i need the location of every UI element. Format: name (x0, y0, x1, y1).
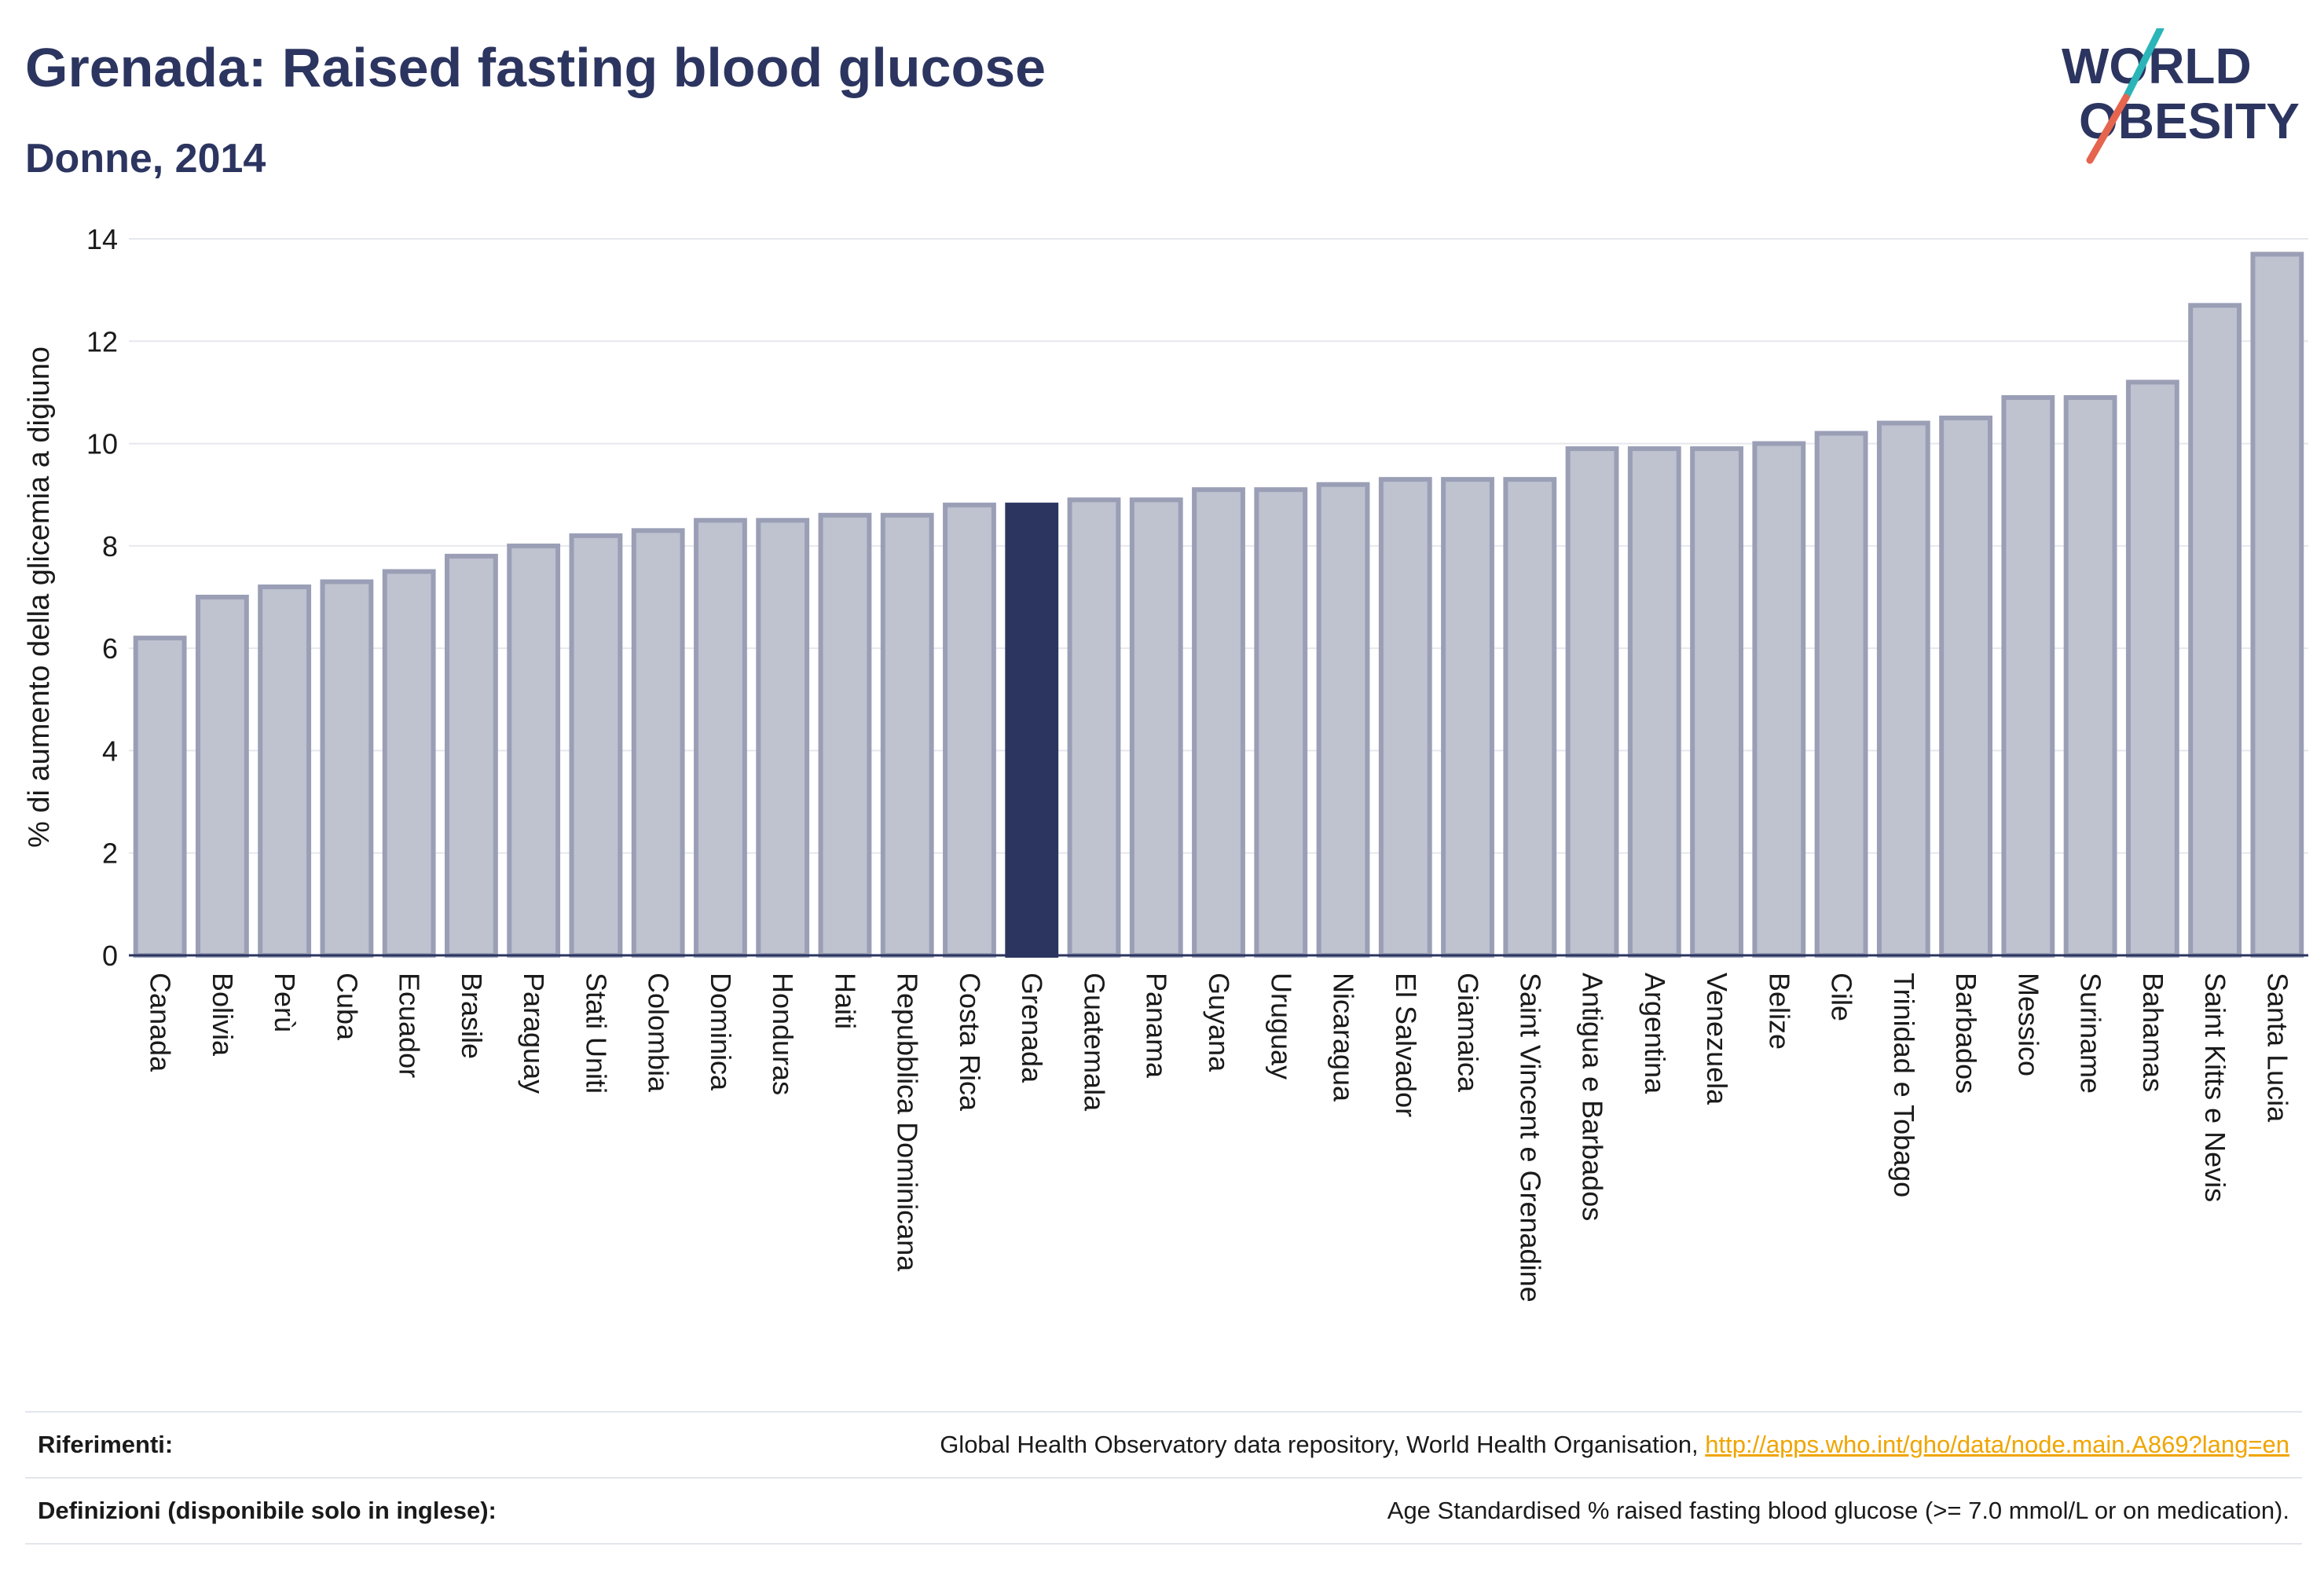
bar-barbados (1939, 416, 1992, 958)
x-tick-label: Uruguay (1265, 973, 1297, 1079)
bar-paraguay (507, 543, 561, 958)
x-tick-label: Giamaica (1452, 973, 1484, 1093)
x-tick-label: Trinidad e Tobago (1888, 973, 1920, 1197)
y-tick-labels: 0 2 4 6 8 10 12 14 (86, 223, 118, 972)
x-tick-label: Honduras (767, 973, 799, 1095)
x-tick-label: Antigua e Barbados (1577, 973, 1609, 1221)
bar-dominica (694, 518, 747, 958)
bar-guatemala (1067, 497, 1121, 958)
y-tick-label: 4 (102, 735, 118, 767)
x-tick-label: Panama (1141, 973, 1173, 1079)
bar-stati-uniti (569, 533, 623, 958)
x-tick-label: Guyana (1203, 973, 1235, 1072)
y-tick-label: 10 (86, 428, 118, 460)
x-tick-label: Perù (269, 973, 301, 1032)
references-label: Riferimenti: (38, 1431, 174, 1458)
bar-chart: 0 2 4 6 8 10 12 14 Canada Bolivia Perù Cuba Ecuador… (23, 223, 2308, 1303)
bar-colombia (631, 528, 685, 958)
x-tick-label: Suriname (2075, 973, 2107, 1094)
bar-saint-kitts-e-nevis (2188, 302, 2242, 958)
x-tick-label: Haiti (829, 973, 861, 1029)
y-axis-label: % di aumento della glicemia a digiuno (23, 346, 56, 848)
bar-haiti (818, 512, 872, 958)
bar-cile (1814, 431, 1868, 958)
definitions-value: Age Standardised % raised fasting blood … (1387, 1497, 2289, 1524)
references-link[interactable]: http://apps.who.int/gho/data/node.main.A… (1705, 1431, 2289, 1458)
x-tick-label: Canada (145, 973, 177, 1072)
definitions-label: Definizioni (disponibile solo in inglese… (38, 1497, 497, 1524)
bars (133, 251, 2304, 958)
bar-nicaragua (1316, 482, 1370, 958)
x-tick-label: Bahamas (2137, 973, 2169, 1092)
references-text: Global Health Observatory data repositor… (940, 1431, 1706, 1458)
page-title: Grenada: Raised fasting blood glucose (25, 37, 1047, 98)
y-tick-label: 0 (102, 940, 118, 972)
bar-antigua-e-barbados (1565, 446, 1619, 958)
x-tick-label: Messico (2012, 973, 2044, 1076)
x-tick-label: Colombia (643, 973, 675, 1093)
bar-trinidad-e-tobago (1876, 420, 1930, 958)
x-tick-label: Nicaragua (1328, 973, 1360, 1102)
x-tick-label: Brasile (456, 973, 488, 1059)
y-tick-label: 12 (86, 325, 118, 357)
x-tick-label: Belize (1763, 973, 1795, 1050)
x-tick-label: El Salvador (1390, 973, 1422, 1117)
y-tick-label: 2 (102, 837, 118, 870)
bar-guyana (1192, 487, 1245, 958)
x-tick-label: Costa Rica (954, 973, 986, 1112)
bar-uruguay (1254, 487, 1308, 958)
x-tick-label: Saint Kitts e Nevis (2199, 973, 2231, 1202)
bar-bahamas (2125, 379, 2179, 958)
definitions-row: Definizioni (disponibile solo in inglese… (25, 1477, 2302, 1545)
x-tick-label: Saint Vincent e Grenadine (1514, 973, 1546, 1303)
logo-line1: WORLD (2062, 38, 2252, 94)
x-tick-label: Guatemala (1078, 973, 1110, 1112)
bar-santa-lucia (2250, 251, 2304, 958)
bar-brasile (445, 553, 498, 958)
x-tick-label: Grenada (1016, 973, 1048, 1083)
x-tick-label: Santa Lucia (2261, 973, 2293, 1123)
references-value: Global Health Observatory data repositor… (940, 1431, 2302, 1459)
bar-costa-rica (943, 502, 996, 958)
x-tick-label: Cile (1826, 973, 1858, 1021)
bar-honduras (756, 518, 810, 958)
bar-grenada (1005, 502, 1059, 958)
x-tick-label: Venezuela (1701, 973, 1733, 1105)
bar-belize (1752, 441, 1806, 958)
bar-messico (2001, 394, 2055, 958)
world-obesity-logo: WORLD OBESITY (2062, 28, 2300, 164)
x-tick-label: Bolivia (207, 973, 239, 1057)
bar-giamaica (1441, 477, 1494, 958)
bar-saint-vincent-e-grenadine (1503, 477, 1557, 958)
y-tick-label: 8 (102, 530, 118, 563)
bar-bolivia (195, 595, 249, 958)
bar-el-salvador (1378, 477, 1432, 958)
x-tick-labels: Canada Bolivia Perù Cuba Ecuador Brasile Parag… (145, 973, 2294, 1303)
bar-cuba (320, 579, 374, 958)
x-tick-label: Paraguay (518, 973, 550, 1094)
x-tick-label: Repubblica Dominicana (892, 973, 924, 1272)
bar-suriname (2063, 394, 2117, 958)
x-tick-label: Dominica (705, 973, 737, 1091)
bar-ecuador (382, 569, 436, 958)
bar-panama (1129, 497, 1183, 958)
y-tick-label: 6 (102, 632, 118, 665)
bar-repubblica-dominicana (880, 512, 934, 958)
x-tick-label: Barbados (1950, 973, 1982, 1094)
bar-canada (133, 636, 187, 958)
bar-venezuela (1690, 446, 1743, 958)
x-tick-label: Argentina (1639, 973, 1671, 1094)
x-tick-label: Cuba (331, 973, 363, 1041)
references-row: Riferimenti: Global Health Observatory d… (25, 1411, 2302, 1477)
page-subtitle: Donne, 2014 (25, 136, 266, 181)
bar-per- (258, 584, 312, 958)
y-tick-label: 14 (86, 223, 118, 255)
x-tick-label: Stati Uniti (580, 973, 612, 1094)
bar-argentina (1627, 446, 1681, 958)
x-tick-label: Ecuador (394, 973, 426, 1078)
